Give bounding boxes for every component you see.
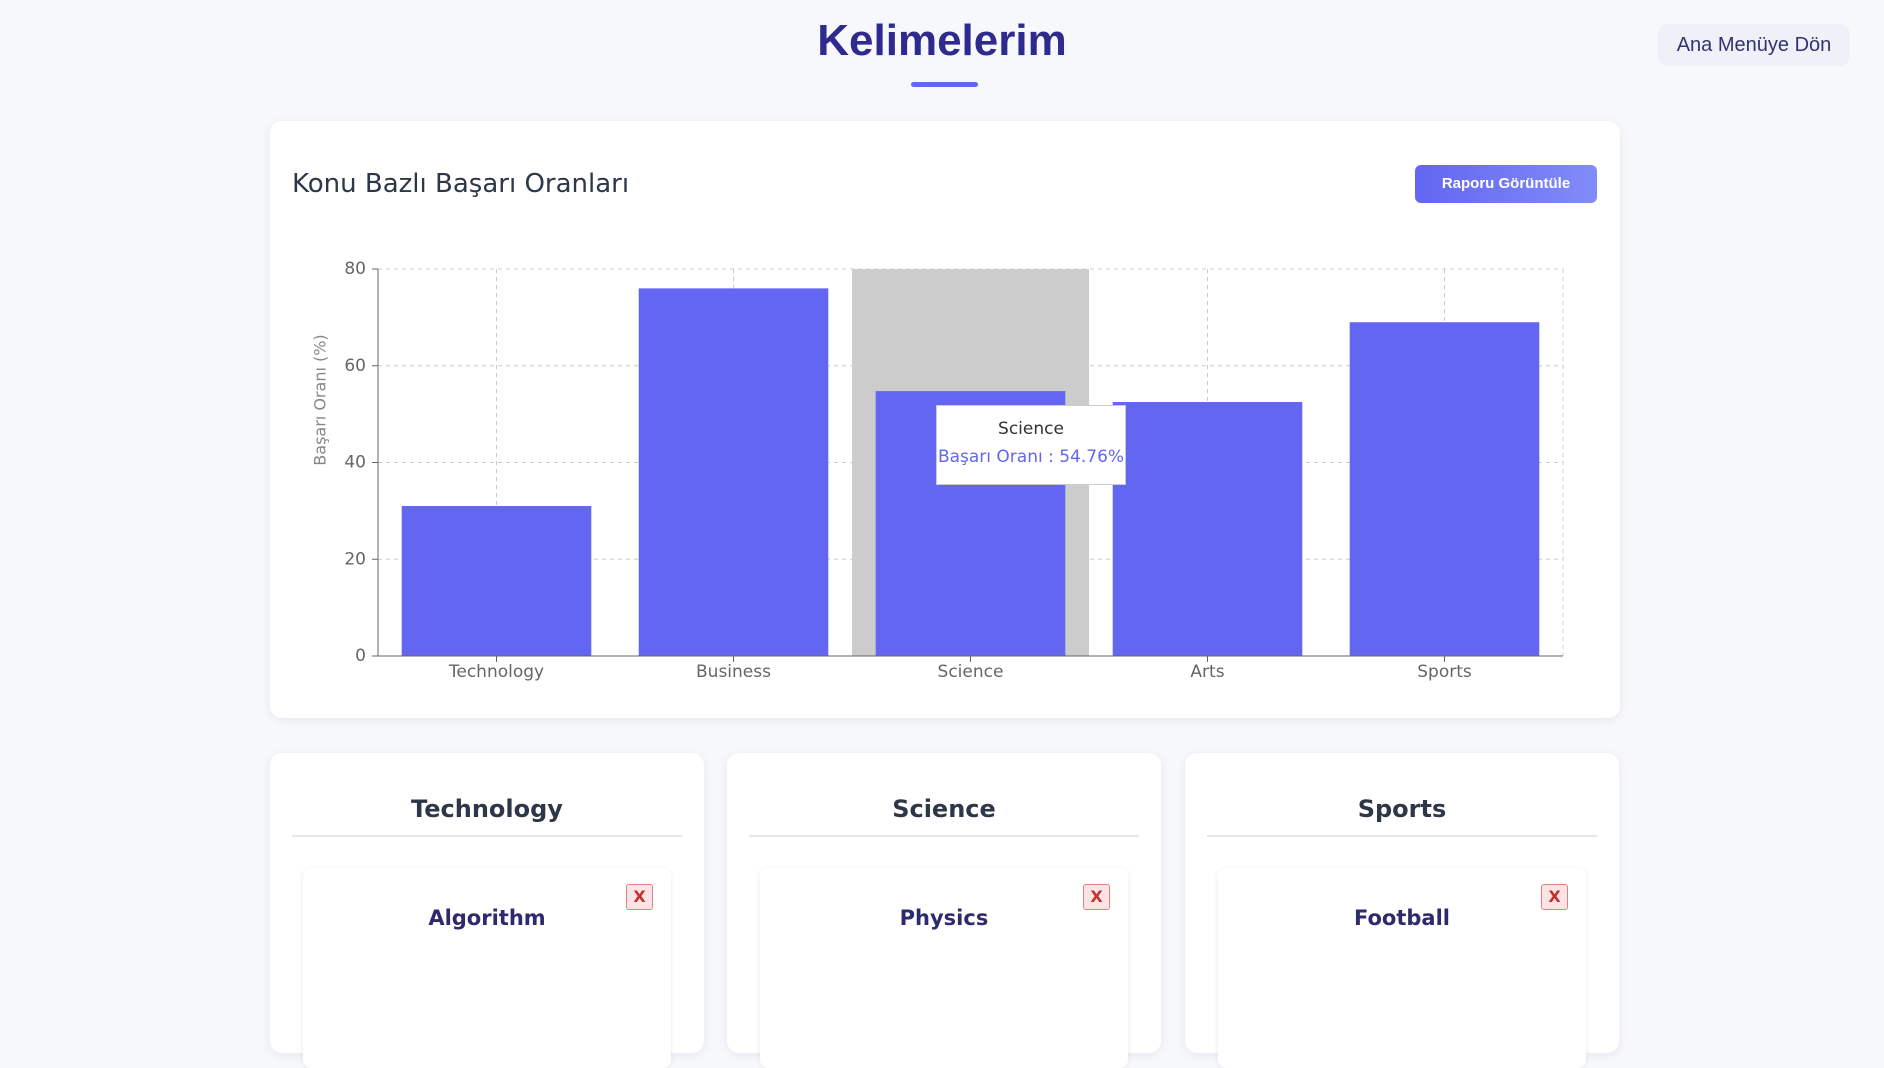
x-tick-label: Business (696, 662, 771, 682)
category-title: Sports (1207, 795, 1597, 837)
word: Algorithm (428, 906, 546, 930)
page: Kelimelerim Ana Menüye Dön Konu Bazlı Ba… (270, 16, 1850, 930)
category-title: Science (749, 795, 1139, 837)
bar (638, 288, 829, 656)
bar (401, 506, 592, 656)
x-tick-label: Science (938, 662, 1004, 682)
word-card: X Algorithm (303, 868, 671, 1068)
y-tick-label: 60 (344, 356, 366, 376)
tooltip-value: Başarı Oranı : 54.76% (937, 447, 1125, 467)
tooltip-title: Science (998, 419, 1064, 439)
word: Football (1354, 906, 1450, 930)
y-tick-label: 20 (344, 549, 366, 569)
y-axis-label: Başarı Oranı (%) (311, 334, 330, 465)
title-underline (911, 82, 978, 87)
category-card: Science X Physics (727, 753, 1161, 1068)
word-card: X Football (1218, 868, 1586, 1068)
tooltip: Science Başarı Oranı : 54.76% (936, 405, 1126, 485)
x-tick-label: Sports (1417, 662, 1472, 682)
chart-title: Konu Bazlı Başarı Oranları (292, 169, 630, 199)
y-tick-label: 40 (344, 453, 366, 473)
word-card: X Physics (760, 868, 1128, 1068)
bar (1349, 322, 1540, 656)
report-button[interactable]: Raporu Görüntüle (1415, 165, 1597, 203)
x-tick-label: Technology (448, 662, 544, 682)
bar (1112, 402, 1303, 656)
y-tick-label: 0 (355, 646, 366, 666)
category-title: Technology (292, 795, 682, 837)
delete-button[interactable]: X (1083, 884, 1110, 910)
page-title: Kelimelerim (817, 16, 1067, 65)
delete-button[interactable]: X (626, 884, 653, 910)
x-tick-label: Arts (1190, 662, 1224, 682)
word: Physics (899, 906, 989, 930)
category-card: Technology X Algorithm (270, 753, 704, 1068)
back-button[interactable]: Ana Menüye Dön (1658, 24, 1850, 66)
chart-card: Konu Bazlı Başarı Oranları Raporu Görünt… (270, 121, 1620, 718)
delete-button[interactable]: X (1541, 884, 1568, 910)
category-card: Sports X Football (1185, 753, 1619, 1068)
y-tick-label: 80 (344, 259, 366, 279)
